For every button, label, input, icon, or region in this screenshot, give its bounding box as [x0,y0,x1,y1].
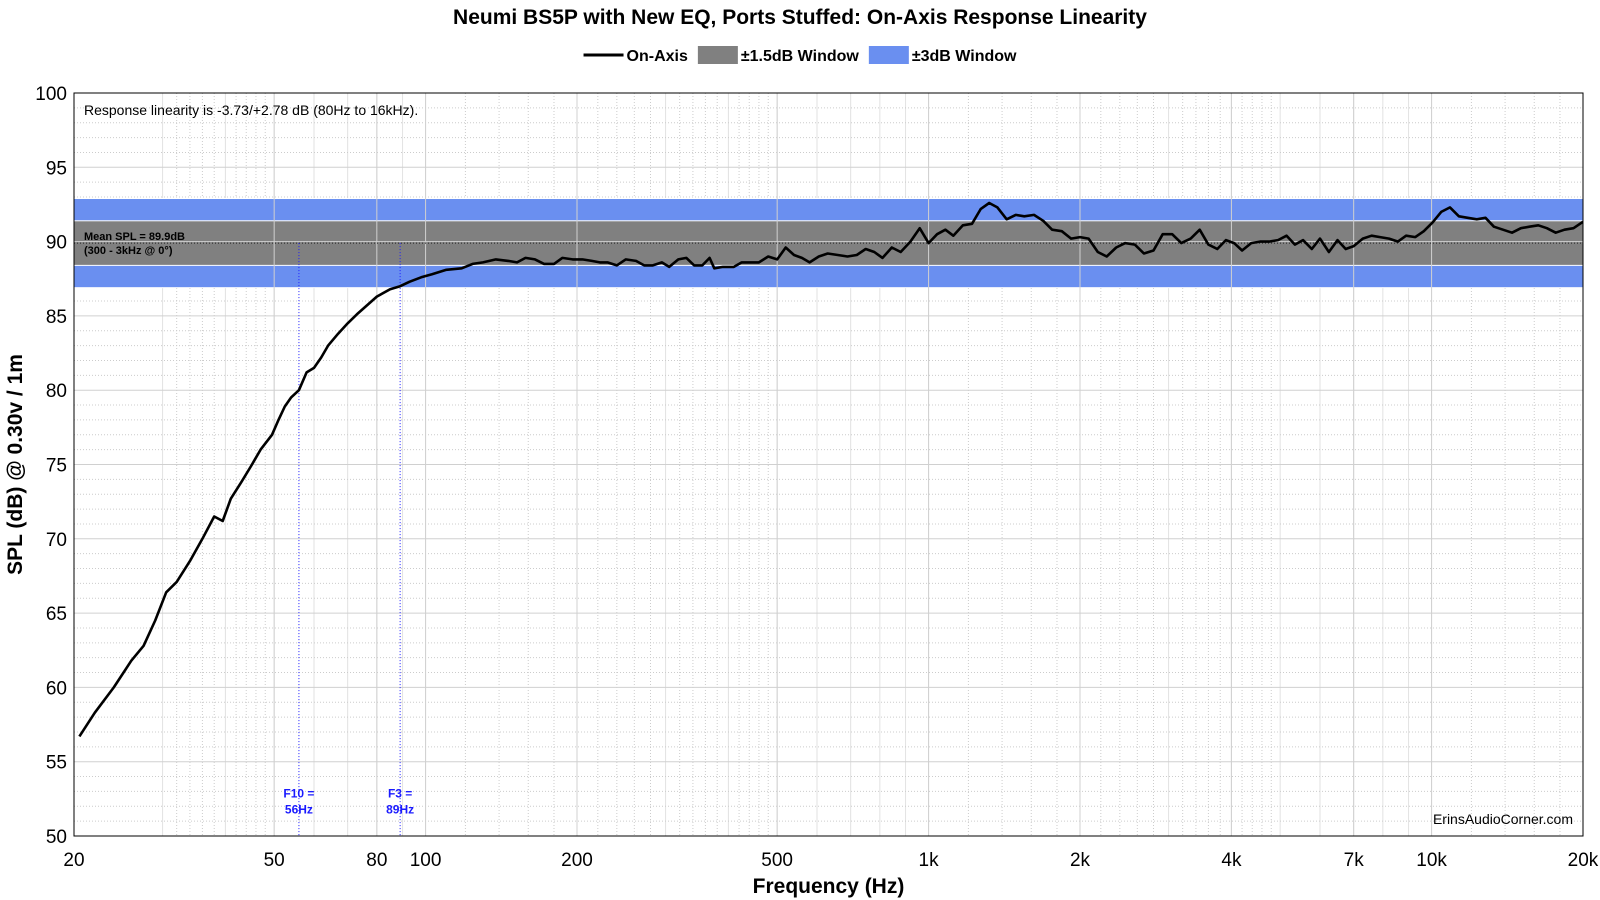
mean-spl-label: Mean SPL = 89.9dB [84,231,185,243]
y-tick-label: 100 [35,84,67,105]
marker-label: F10 = [283,786,314,800]
x-tick-label: 4k [1221,850,1242,871]
x-tick-label: 10k [1416,850,1447,871]
series-layer [78,201,1583,738]
y-tick-label: 55 [46,753,67,774]
x-tick-label: 500 [761,850,793,871]
legend-item: On-Axis [583,48,688,65]
chart-title: Neumi BS5P with New EQ, Ports Stuffed: O… [453,6,1147,29]
x-axis-ticks: 20 50 80 100 200 500 1k 2k 4k 7k 10k 20k [63,850,1598,871]
x-tick-label: 80 [366,850,387,871]
x-tick-label: 7k [1344,850,1365,871]
y-tick-label: 80 [46,381,67,402]
linearity-note: Response linearity is -3.73/+2.78 dB (80… [84,102,418,118]
legend-label: ±3dB Window [912,48,1017,65]
y-axis-ticks: 50 55 60 65 70 75 80 85 90 95 100 [35,84,67,848]
plot-frame [73,92,1584,837]
y-axis-label: SPL (dB) @ 0.30v / 1m [4,354,27,575]
marker-label: F3 = [388,786,412,800]
y-tick-label: 50 [46,827,67,848]
x-tick-label: 100 [410,850,442,871]
tolerance-windows [73,198,1584,289]
legend-label: On-Axis [627,48,688,65]
x-tick-label: 200 [561,850,593,871]
y-tick-label: 85 [46,307,67,328]
legend-item: ±1.5dB Window [697,46,860,65]
x-tick-label: 20k [1568,850,1599,871]
legend: On-Axis ±1.5dB Window ±3dB Window [583,46,1017,65]
frequency-markers: F10 = 56Hz F3 = 89Hz [283,243,414,836]
x-tick-label: 50 [264,850,285,871]
legend-box-swatch [868,46,909,64]
y-tick-label: 65 [46,604,67,625]
x-tick-label: 20 [63,850,84,871]
x-axis-label: Frequency (Hz) [753,875,905,898]
marker-value: 56Hz [285,803,313,817]
y-tick-label: 75 [46,456,67,477]
marker-value: 89Hz [386,803,414,817]
major-grid [74,93,1583,836]
y-tick-label: 95 [46,158,67,179]
legend-label: ±1.5dB Window [741,48,860,65]
y-tick-label: 90 [46,233,67,254]
mean-spl-range-label: (300 - 3kHz @ 0°) [84,245,173,257]
plot-area: F10 = 56Hz F3 = 89Hz [73,92,1584,837]
legend-box-swatch [697,46,738,64]
x-tick-label: 2k [1070,850,1091,871]
on-axis-series-line [78,201,1583,738]
y-tick-label: 70 [46,530,67,551]
x-tick-label: 1k [919,850,940,871]
y-tick-label: 60 [46,678,67,699]
legend-item: ±3dB Window [868,46,1017,65]
credit-text: ErinsAudioCorner.com [1433,811,1573,827]
